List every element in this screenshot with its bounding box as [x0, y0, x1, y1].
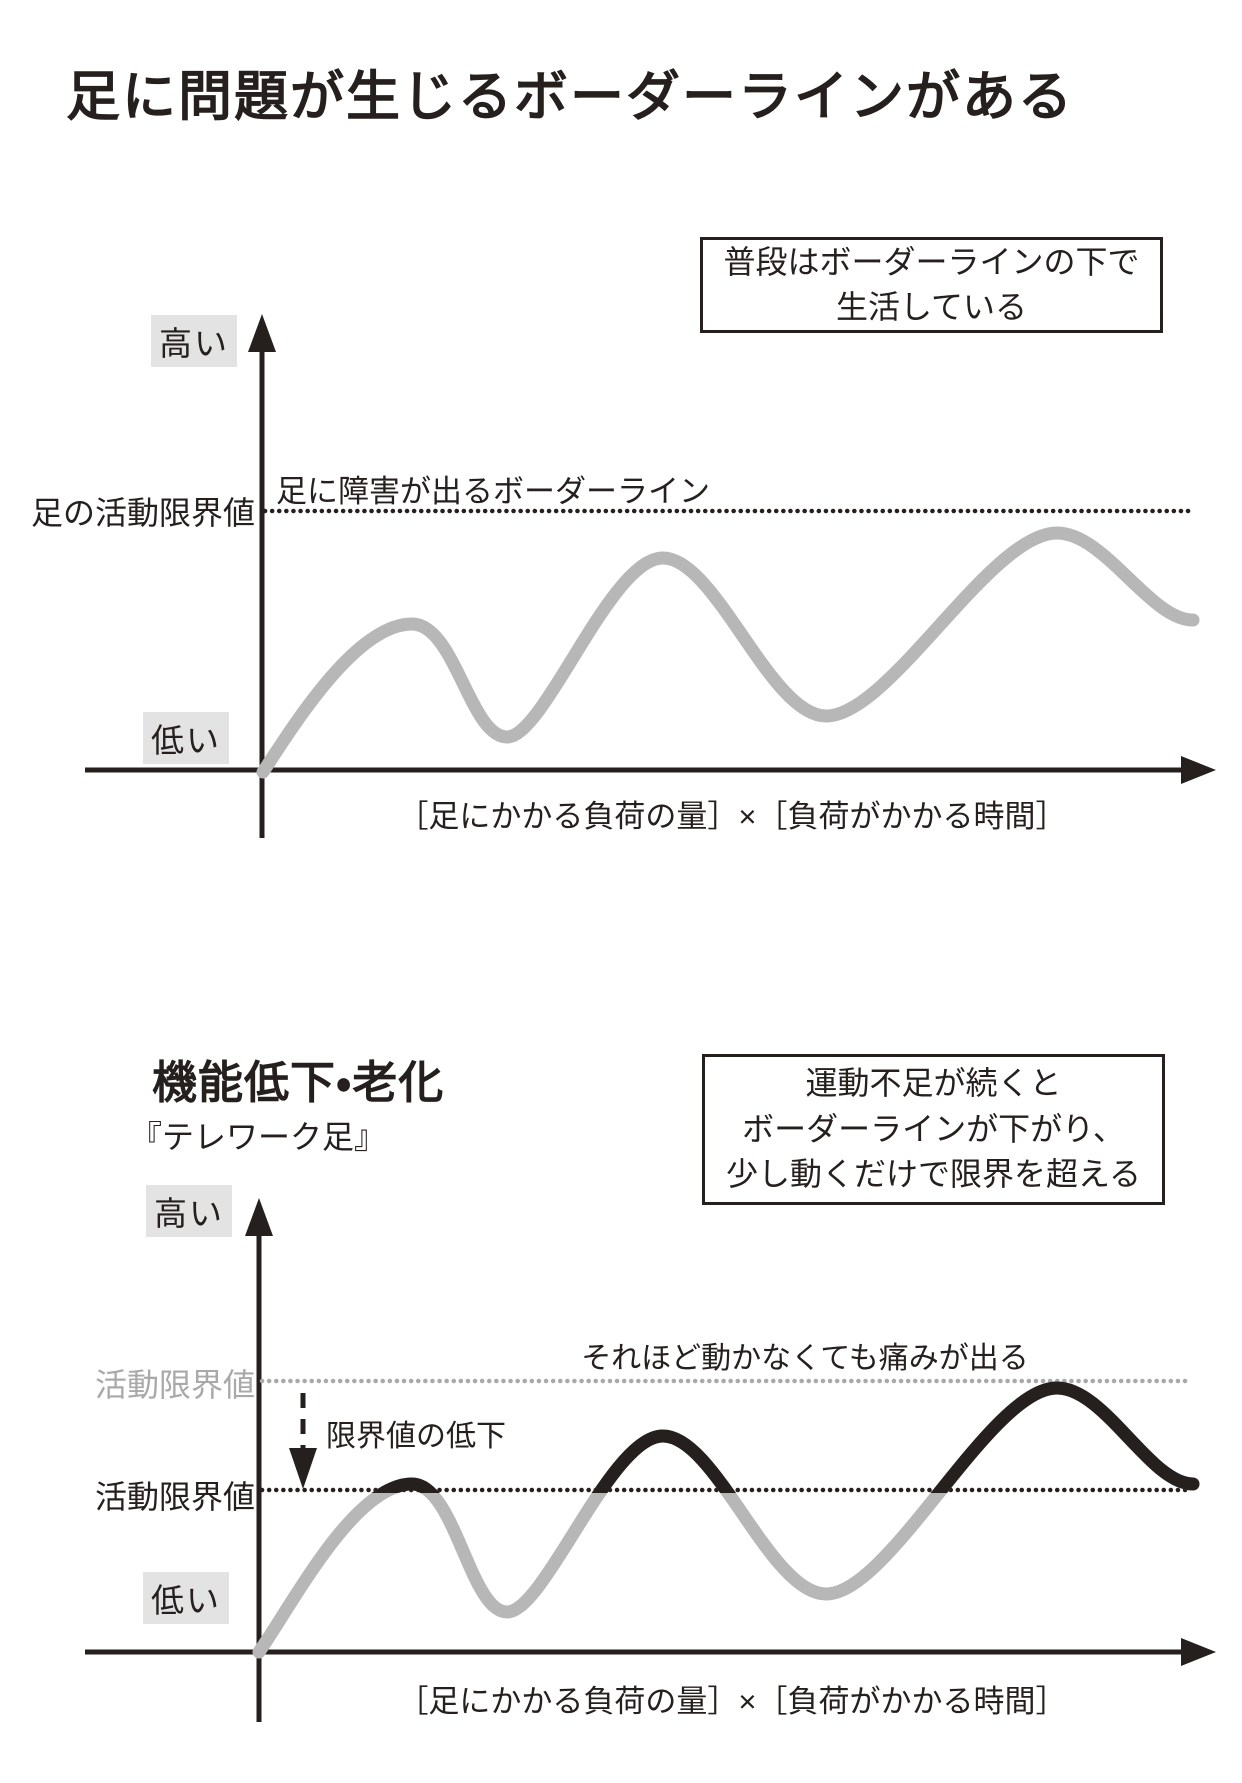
top-chart-axes [85, 314, 1216, 838]
callout-line: 生活している [835, 289, 1028, 325]
limit-drop-arrowhead-icon [289, 1448, 317, 1489]
callout-line: 普段はボーダーラインの下で [723, 243, 1140, 280]
top-load-curve [256, 526, 1200, 779]
bottom-y-axis-high-tag: 高い [146, 1185, 232, 1237]
bottom-load-curve-over-limit [371, 1381, 1200, 1493]
section-subtitle: 『テレワーク足』 [130, 1119, 387, 1155]
limit-drop-label: 限界値の低下 [326, 1420, 506, 1453]
top-x-axis-arrowhead-icon [1181, 756, 1216, 784]
top-y-axis-low-tag: 低い [143, 712, 229, 764]
pain-annotation: それほど動かなくても痛みが出る [581, 1342, 1029, 1375]
page-title: 足に問題が生じるボーダーラインがある [66, 67, 1074, 127]
top-y-axis-arrowhead-icon [248, 314, 276, 352]
bottom-x-axis-arrowhead-icon [1181, 1638, 1216, 1666]
top-borderline-label: 足に障害が出るボーダーライン [276, 474, 710, 509]
new-activity-limit-label: 活動限界値 [94, 1479, 255, 1515]
callout-lowered-borderline: 運動不足が続くと ボーダーラインが下がり、 少し動くだけで限界を超える [702, 1054, 1165, 1205]
bottom-y-axis-arrowhead-icon [245, 1198, 273, 1236]
top-x-axis-label: ［足にかかる負荷の量］×［負荷がかかる時間］ [397, 799, 1067, 834]
section-title: 機能低下・老化 [152, 1057, 445, 1108]
callout-line: 運動不足が続くと [805, 1065, 1062, 1102]
callout-line: ボーダーラインが下がり、 [742, 1110, 1125, 1147]
bottom-chart-axes [85, 1198, 1216, 1722]
bottom-x-axis-label: ［足にかかる負荷の量］×［負荷がかかる時間］ [397, 1684, 1067, 1719]
bottom-y-axis-low-tag: 低い [143, 1572, 229, 1624]
top-activity-limit-label: 足の活動限界値 [30, 495, 255, 531]
limit-drop-arrow-icon [289, 1393, 317, 1489]
top-y-axis-high-tag: 高い [151, 315, 237, 367]
old-activity-limit-label: 活動限界値 [94, 1367, 255, 1403]
callout-normal-life: 普段はボーダーラインの下で 生活している [700, 237, 1163, 333]
callout-line: 少し動くだけで限界を超える [725, 1156, 1142, 1193]
